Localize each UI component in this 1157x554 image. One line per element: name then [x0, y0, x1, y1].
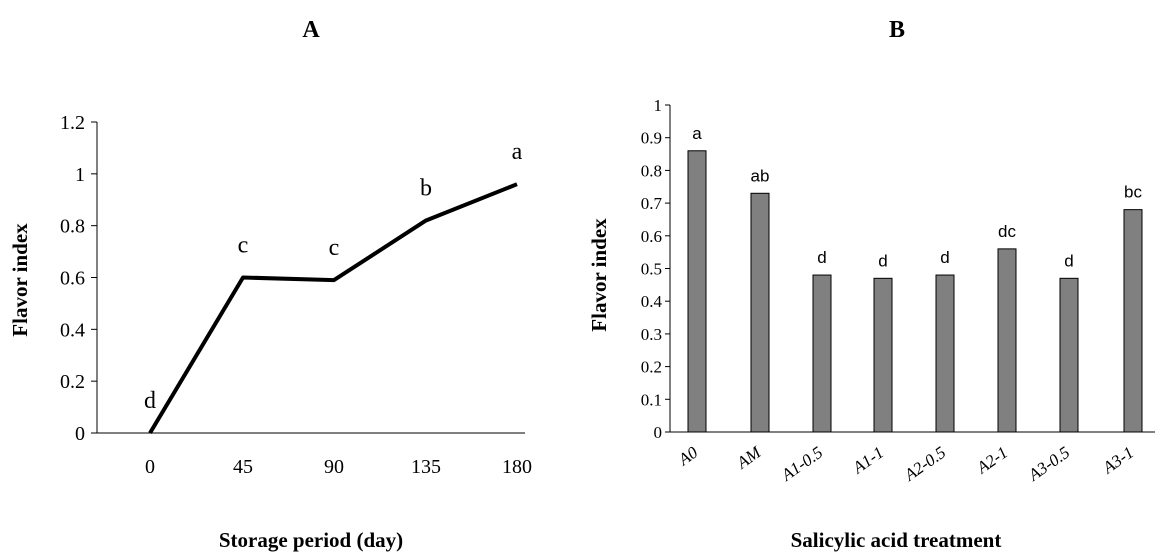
- panel-a-series-line: [148, 182, 518, 435]
- panel-b-significance-labels: a ab d d d dc d bc: [692, 124, 1142, 271]
- panel-a-x-ticks: 0 45 90 135 180: [145, 456, 532, 478]
- panel-b-data-label: d: [940, 248, 949, 267]
- panel-a-data-label: a: [512, 139, 523, 165]
- panel-b-y-tick-label: 0.2: [641, 358, 662, 377]
- panel-b-category-label: A3-0.5: [1024, 443, 1073, 485]
- panel-b-y-tick-label: 0.6: [641, 227, 662, 246]
- panel-b-data-label: d: [817, 248, 826, 267]
- panel-b-data-label: bc: [1124, 183, 1142, 202]
- panel-a-x-tick-label: 135: [411, 456, 441, 478]
- panel-b-category-labels: A0 AM A1-0.5 A1-1 A2-0.5 A2-1 A3-0.5 A3-1: [674, 442, 1137, 485]
- panel-b-category-label: A0: [674, 442, 702, 469]
- panel-b-y-tick-label: 0.3: [641, 325, 662, 344]
- panel-a-y-tick-label: 0.4: [60, 319, 85, 341]
- panel-b-bar: [1059, 277, 1079, 433]
- panel-a-y-tick-label: 0.6: [60, 268, 85, 290]
- panel-a-data-label: b: [420, 175, 432, 201]
- panel-a-y-tick-label: 1.2: [60, 112, 85, 134]
- panel-b-bar: [812, 274, 832, 433]
- panel-b: B Salicylic acid treatment Flavor index …: [587, 17, 1155, 552]
- panel-b-y-ticks: 0 0.1 0.2 0.3 0.4 0.5 0.6 0.7 0.8 0.9 1: [641, 96, 670, 442]
- panel-b-data-label: dc: [998, 222, 1016, 241]
- panel-b-y-tick-label: 0: [654, 423, 663, 442]
- panel-a-x-axis-title: Storage period (day): [219, 528, 403, 552]
- panel-a-x-tick-label: 45: [233, 456, 253, 478]
- panel-a-x-tick-label: 0: [145, 456, 155, 478]
- panel-b-y-tick-label: 0.9: [641, 129, 662, 148]
- panel-b-data-label: d: [878, 251, 887, 270]
- panel-b-y-tick-label: 1: [654, 96, 663, 115]
- panel-b-bar: [1123, 209, 1143, 433]
- panel-b-data-label: d: [1064, 251, 1073, 270]
- panel-b-bar: [873, 277, 893, 433]
- panel-b-category-label: A2-0.5: [900, 443, 949, 485]
- panel-b-bars: [687, 150, 1143, 433]
- panel-b-y-tick-label: 0.1: [641, 390, 662, 409]
- panel-b-category-label: A3-1: [1099, 443, 1138, 478]
- panel-b-data-label: ab: [751, 166, 770, 185]
- panel-b-bar: [935, 274, 955, 433]
- panel-a-data-label: c: [238, 233, 249, 259]
- panel-b-category-label: A1-0.5: [777, 443, 826, 485]
- panel-b-bar: [750, 192, 770, 433]
- panel-b-category-label: AM: [732, 442, 765, 473]
- panel-a-y-tick-label: 0: [75, 423, 85, 445]
- panel-a-y-tick-label: 0.8: [60, 216, 85, 238]
- panel-b-category-label: A2-1: [973, 443, 1012, 478]
- panel-a-y-ticks: 0 0.2 0.4 0.6 0.8 1 1.2: [60, 112, 97, 445]
- panel-b-y-tick-label: 0.8: [641, 161, 662, 180]
- panel-b-category-label: A1-1: [849, 443, 888, 478]
- panel-b-bar: [687, 150, 707, 433]
- panel-b-bar: [997, 248, 1017, 433]
- panel-a-data-label: c: [329, 235, 340, 261]
- panel-a-y-tick-label: 0.2: [60, 371, 85, 393]
- panel-b-y-tick-label: 0.4: [641, 292, 663, 311]
- panel-a-x-tick-label: 180: [502, 456, 532, 478]
- panel-a-significance-labels: d c c b a: [144, 139, 523, 414]
- panel-a-x-tick-label: 90: [324, 456, 344, 478]
- panel-b-label: B: [889, 17, 905, 43]
- panel-b-y-axis-title: Flavor index: [587, 218, 611, 332]
- panel-a-y-axis-title: Flavor index: [8, 223, 32, 337]
- panel-a-y-tick-label: 1: [75, 164, 85, 186]
- panel-b-x-axis-title: Salicylic acid treatment: [791, 528, 1002, 552]
- panel-b-y-tick-label: 0.5: [641, 260, 662, 279]
- panel-a: A Storage period (day) Flavor index 0 0.2…: [8, 17, 532, 552]
- panel-a-data-label: d: [144, 388, 156, 414]
- panel-b-data-label: a: [692, 124, 702, 143]
- panel-b-y-tick-label: 0.7: [641, 194, 663, 213]
- panel-a-label: A: [302, 17, 320, 43]
